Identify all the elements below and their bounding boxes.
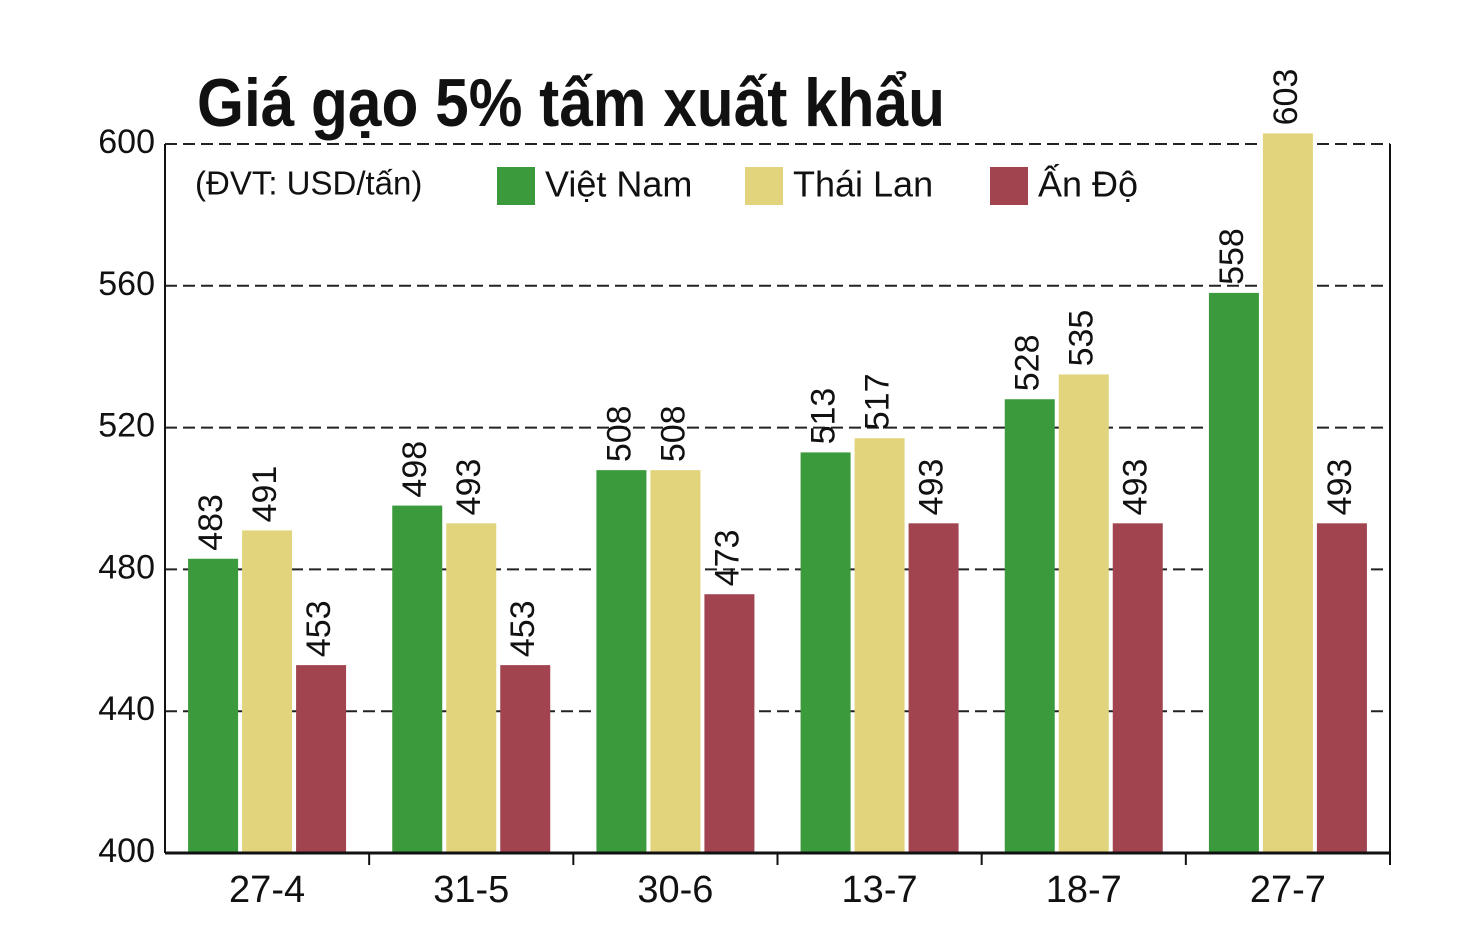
bar bbox=[1316, 523, 1367, 853]
value-label: 483 bbox=[192, 494, 230, 551]
y-tick-label: 600 bbox=[98, 123, 155, 161]
value-label: 453 bbox=[300, 600, 338, 657]
legend-label: Thái Lan bbox=[793, 164, 933, 205]
x-tick-label: 31-5 bbox=[433, 869, 509, 911]
bar bbox=[1004, 399, 1055, 853]
value-label: 491 bbox=[246, 466, 284, 523]
bar bbox=[500, 665, 551, 853]
x-tick-label: 27-4 bbox=[229, 869, 305, 911]
y-tick-label: 520 bbox=[98, 407, 155, 445]
bar bbox=[392, 505, 443, 853]
y-tick-label: 480 bbox=[98, 548, 155, 586]
bar bbox=[908, 523, 959, 853]
legend-swatch bbox=[497, 167, 535, 205]
bar bbox=[296, 665, 347, 853]
bar bbox=[596, 470, 647, 853]
value-label: 535 bbox=[1063, 310, 1101, 367]
x-tick-label: 27-7 bbox=[1250, 869, 1326, 911]
value-label: 493 bbox=[450, 459, 488, 516]
y-tick-label: 400 bbox=[98, 832, 155, 870]
bar bbox=[242, 530, 293, 853]
value-label: 528 bbox=[1009, 335, 1047, 392]
bar bbox=[650, 470, 701, 853]
value-label: 493 bbox=[1321, 459, 1359, 516]
value-label: 493 bbox=[913, 459, 951, 516]
value-label: 508 bbox=[654, 405, 692, 462]
x-tick-label: 13-7 bbox=[842, 869, 918, 911]
bar bbox=[800, 452, 851, 853]
bar bbox=[1112, 523, 1163, 853]
value-label: 453 bbox=[504, 600, 542, 657]
value-label: 508 bbox=[600, 405, 638, 462]
y-tick-label: 440 bbox=[98, 690, 155, 728]
value-label: 517 bbox=[859, 374, 897, 431]
bar bbox=[854, 438, 905, 853]
chart-subtitle: (ĐVT: USD/tấn) bbox=[195, 165, 422, 202]
bar bbox=[446, 523, 497, 853]
bar bbox=[1208, 292, 1259, 853]
value-label: 558 bbox=[1213, 228, 1251, 285]
value-label: 513 bbox=[805, 388, 843, 445]
legend-swatch bbox=[990, 167, 1028, 205]
bar bbox=[704, 594, 755, 853]
chart-title: Giá gạo 5% tấm xuất khẩu bbox=[197, 65, 945, 141]
x-tick-label: 18-7 bbox=[1046, 869, 1122, 911]
legend-label: Ấn Độ bbox=[1038, 164, 1138, 205]
bar bbox=[1058, 374, 1109, 853]
value-label: 603 bbox=[1267, 69, 1305, 126]
y-tick-label: 560 bbox=[98, 265, 155, 303]
legend-swatch bbox=[745, 167, 783, 205]
x-tick-label: 30-6 bbox=[637, 869, 713, 911]
legend-label: Việt Nam bbox=[545, 164, 692, 205]
value-label: 498 bbox=[396, 441, 434, 498]
value-label: 473 bbox=[708, 529, 746, 586]
bar bbox=[1262, 133, 1313, 854]
value-label: 493 bbox=[1117, 459, 1155, 516]
bar bbox=[188, 558, 239, 853]
